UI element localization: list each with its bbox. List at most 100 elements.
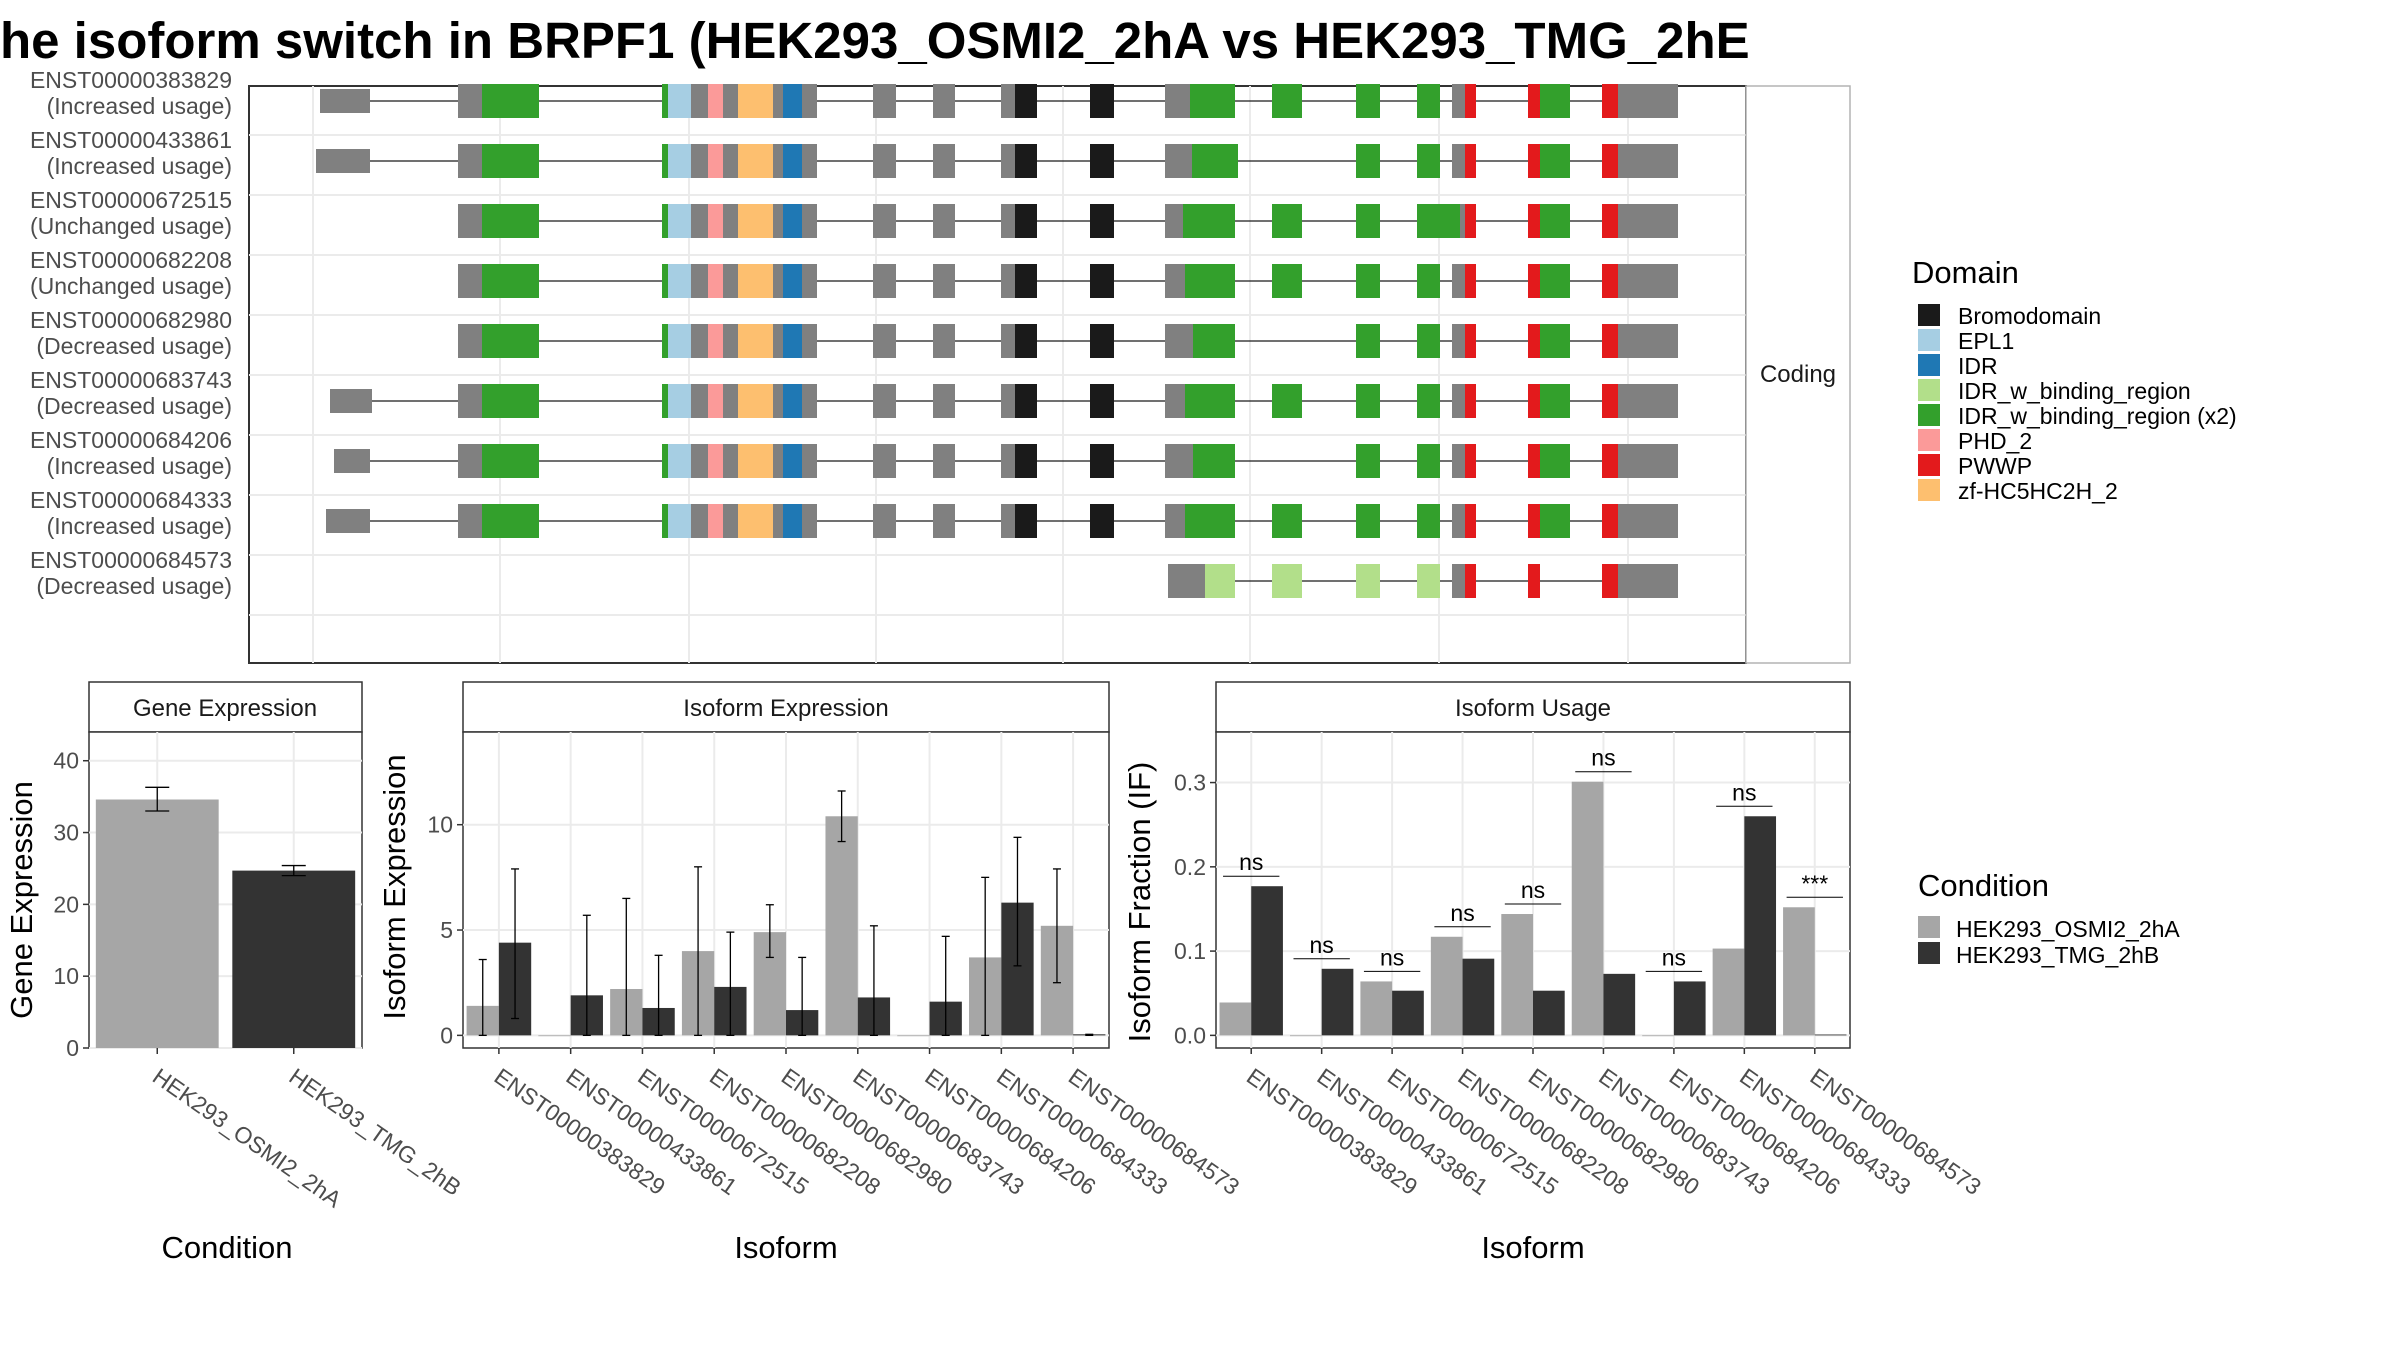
exon-block	[1001, 324, 1015, 358]
exon-block	[1618, 84, 1678, 118]
bar	[1603, 973, 1636, 1036]
domain-block	[1090, 444, 1114, 478]
exon-block	[723, 324, 738, 358]
bar	[1462, 958, 1495, 1036]
domain-block	[662, 324, 668, 358]
exon-block	[933, 384, 955, 418]
domain-block	[1602, 444, 1618, 478]
domain-block	[1465, 324, 1476, 358]
domain-block	[783, 324, 802, 358]
exon-block	[1452, 384, 1460, 418]
domain-legend-key	[1918, 304, 1940, 326]
domain-block	[1090, 324, 1114, 358]
domain-legend-key	[1918, 354, 1940, 376]
transcript-id-label: ENST00000682980	[30, 307, 232, 333]
y-tick-label: 0.1	[1174, 938, 1206, 964]
domain-block	[708, 264, 723, 298]
exon-block	[1168, 564, 1205, 598]
condition-legend-label-osmi2: HEK293_OSMI2_2hA	[1956, 916, 2180, 942]
domain-block	[1090, 144, 1114, 178]
domain-block	[668, 504, 691, 538]
y-tick-label: 5	[440, 917, 453, 943]
isoform-usage-xlabel: Isoform	[1481, 1230, 1584, 1265]
exon-block	[723, 84, 738, 118]
domain-block	[1185, 264, 1235, 298]
domain-block	[1192, 144, 1238, 178]
bar	[1392, 990, 1424, 1036]
domain-block	[1015, 504, 1037, 538]
domain-legend-items: BromodomainEPL1IDRIDR_w_binding_regionID…	[1918, 303, 2237, 504]
exon-block	[723, 264, 738, 298]
exon-block	[1165, 144, 1192, 178]
significance-label: ns	[1662, 944, 1686, 970]
significance-label: ns	[1732, 779, 1756, 805]
exon-block	[458, 444, 482, 478]
exon-block	[1460, 564, 1465, 598]
bar	[1501, 914, 1533, 1036]
isoform-usage-strip	[1215, 681, 1851, 733]
exon-block	[773, 144, 783, 178]
exon-block	[691, 84, 708, 118]
exon-block	[1452, 504, 1460, 538]
exon-block	[1452, 84, 1460, 118]
transcript-usage-label: (Decreased usage)	[36, 333, 232, 359]
domain-block	[1356, 204, 1380, 238]
domain-legend-label: IDR	[1958, 353, 1998, 379]
domain-block	[783, 504, 802, 538]
exon-block	[802, 144, 817, 178]
domain-block	[1272, 84, 1302, 118]
isoform-expression-ylabel: Isoform Expression	[377, 754, 412, 1019]
exon-block	[1165, 384, 1185, 418]
significance-label: ns	[1521, 877, 1545, 903]
domain-block	[1356, 504, 1380, 538]
exon-block	[1165, 204, 1183, 238]
domain-block	[738, 264, 773, 298]
utr-exon	[316, 149, 370, 173]
exon-block	[458, 264, 482, 298]
domain-block	[668, 324, 691, 358]
domain-legend-label: PHD_2	[1958, 428, 2032, 454]
exon-block	[802, 384, 817, 418]
domain-block	[1528, 384, 1540, 418]
exon-block	[1618, 564, 1678, 598]
domain-block	[1356, 384, 1380, 418]
condition-legend: Condition HEK293_OSMI2_2hA HEK293_TMG_2h…	[1918, 868, 2180, 968]
transcript-usage-label: (Decreased usage)	[36, 393, 232, 419]
domain-block	[1528, 144, 1540, 178]
domain-block	[708, 444, 723, 478]
transcript-id-label: ENST00000672515	[30, 187, 232, 213]
bar	[1251, 886, 1283, 1036]
y-tick-label: 40	[53, 748, 79, 774]
domain-block	[1537, 444, 1570, 478]
bar	[1430, 936, 1463, 1036]
significance-label: ns	[1380, 944, 1404, 970]
condition-legend-key-osmi2	[1918, 916, 1940, 938]
exon-block	[1618, 384, 1678, 418]
exon-block	[1460, 264, 1465, 298]
exon-block	[1460, 504, 1465, 538]
isoform-usage-ylabel: Isoform Fraction (IF)	[1122, 762, 1157, 1043]
isoform-usage-plot: 0.00.10.20.3ENST00000383829ENST000004338…	[1174, 731, 1986, 1200]
exon-block	[873, 84, 896, 118]
exon-block	[933, 144, 955, 178]
domain-block	[1090, 264, 1114, 298]
exon-block	[873, 504, 896, 538]
y-tick-label: 0.0	[1174, 1022, 1206, 1048]
domain-block	[662, 204, 668, 238]
domain-block	[482, 204, 539, 238]
y-tick-label: 30	[53, 820, 79, 846]
y-tick-label: 10	[53, 963, 79, 989]
y-tick-label: 0.3	[1174, 770, 1206, 796]
exon-block	[458, 204, 482, 238]
domain-legend-title: Domain	[1912, 255, 2019, 290]
domain-block	[1090, 84, 1114, 118]
bar	[1533, 990, 1565, 1036]
exon-block	[933, 324, 955, 358]
domain-block	[1015, 264, 1037, 298]
domain-block	[1015, 384, 1037, 418]
domain-block	[1356, 144, 1380, 178]
domain-block	[1190, 84, 1235, 118]
exon-block	[691, 144, 708, 178]
bar	[1571, 781, 1604, 1036]
exon-block	[691, 384, 708, 418]
